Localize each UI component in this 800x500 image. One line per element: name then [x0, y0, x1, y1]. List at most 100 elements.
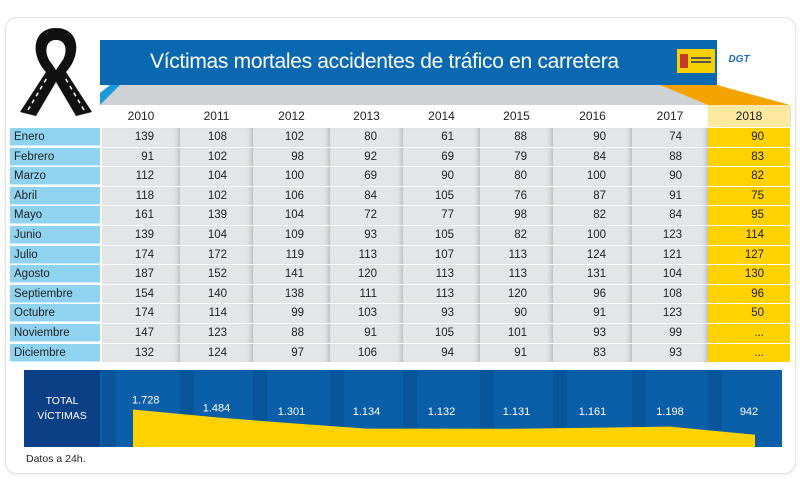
table-cell: 109: [253, 226, 330, 246]
table-cell: 113: [403, 284, 480, 305]
chart-title: Víctimas mortales accidentes de tráfico …: [150, 50, 619, 73]
table-cell: 84: [553, 147, 632, 168]
table-cell: 80: [330, 128, 403, 148]
table-cell: 152: [180, 265, 253, 285]
row-label: Marzo: [10, 167, 100, 186]
title-banner: Víctimas mortales accidentes de tráfico …: [100, 40, 717, 85]
table-cell: 91: [553, 304, 632, 324]
table-cell: 90: [632, 167, 708, 187]
table-cell: 77: [403, 206, 480, 226]
column-shadow: [403, 370, 417, 447]
header-slope: [100, 85, 790, 105]
table-cell: 138: [253, 284, 330, 305]
column-header: 2012: [253, 105, 331, 127]
total-value-label: 1.728: [132, 395, 160, 407]
table-cell: 83: [553, 343, 632, 364]
table-cell: 102: [253, 128, 330, 148]
totals-label-line1: TOTAL: [45, 394, 79, 407]
table-cell: 76: [480, 186, 553, 207]
table-cell: ...: [708, 324, 790, 344]
table-cell: 120: [480, 284, 553, 305]
footnote: Datos a 24h.: [26, 453, 86, 465]
table-cell: ...: [708, 343, 790, 364]
table-cell: 107: [403, 245, 480, 266]
row-label: Agosto: [10, 265, 100, 284]
row-label: Noviembre: [10, 324, 100, 342]
row-label: Septiembre: [10, 284, 100, 303]
table-cell: 91: [480, 343, 553, 364]
table-cell: 105: [403, 186, 480, 207]
table-cell: 113: [403, 265, 480, 285]
table-cell: 106: [253, 186, 330, 207]
table-cell: 154: [102, 284, 180, 305]
table-cell: 174: [102, 245, 180, 266]
column-header: 2017: [632, 105, 709, 127]
table-cell: 75: [708, 186, 790, 207]
table-cell: 114: [708, 226, 790, 246]
table-cell: 174: [102, 304, 180, 324]
total-value-label: 1.161: [579, 406, 607, 418]
table-cell: 82: [553, 206, 632, 226]
column-header: 2010: [102, 105, 181, 127]
table-cell: 91: [330, 324, 403, 344]
table-cell: 100: [253, 167, 330, 187]
table-cell: 50: [708, 304, 790, 324]
table-cell: 88: [480, 128, 553, 148]
row-label: Diciembre: [10, 343, 100, 362]
table-cell: 90: [708, 128, 790, 148]
row-label: Julio: [10, 245, 100, 264]
table-cell: 124: [180, 343, 253, 364]
column-header: 2014: [403, 105, 481, 127]
table-cell: 79: [480, 147, 553, 168]
table-cell: 108: [180, 128, 253, 148]
column-header: 2018: [708, 105, 791, 127]
table-cell: 105: [403, 226, 480, 246]
table-cell: 61: [403, 128, 480, 148]
table-cell: 93: [403, 304, 480, 324]
table-cell: 88: [253, 324, 330, 344]
table-cell: 131: [553, 265, 632, 285]
total-value-label: 1.198: [656, 406, 684, 418]
table-cell: 161: [102, 206, 180, 226]
table-cell: 91: [632, 186, 708, 207]
totals-area: [133, 409, 755, 447]
table-cell: 105: [403, 324, 480, 344]
table-cell: 112: [102, 167, 180, 187]
table-cell: 120: [330, 265, 403, 285]
table-cell: 82: [708, 167, 790, 187]
table-cell: 101: [480, 324, 553, 344]
table-cell: 140: [180, 284, 253, 305]
table-cell: 90: [480, 304, 553, 324]
table-cell: 104: [180, 167, 253, 187]
row-label: Enero: [10, 128, 100, 146]
column-header: 2015: [480, 105, 554, 127]
row-label: Octubre: [10, 304, 100, 323]
column-shadow: [480, 370, 494, 447]
row-label: Mayo: [10, 206, 100, 225]
table-cell: 113: [480, 265, 553, 285]
row-label: Junio: [10, 226, 100, 244]
table-cell: 102: [180, 186, 253, 207]
table-cell: 100: [553, 226, 632, 246]
total-value-label: 942: [740, 406, 758, 418]
dgt-logo: DGT: [719, 47, 759, 75]
table-cell: 127: [708, 245, 790, 266]
totals-label-line2: VÍCTIMAS: [37, 409, 87, 422]
table-cell: 91: [102, 147, 180, 168]
table-cell: 124: [553, 245, 632, 266]
total-value-label: 1.131: [503, 406, 531, 418]
table-cell: 121: [632, 245, 708, 266]
table-cell: 130: [708, 265, 790, 285]
table-cell: 147: [102, 324, 180, 344]
column-header: 2016: [553, 105, 633, 127]
table-cell: 93: [330, 226, 403, 246]
table-cell: 98: [480, 206, 553, 226]
government-logo: [677, 49, 715, 73]
table-cell: 141: [253, 265, 330, 285]
mourning-ribbon-icon: [20, 28, 92, 116]
table-cell: 139: [102, 226, 180, 246]
table-cell: 104: [180, 226, 253, 246]
table-cell: 74: [632, 128, 708, 148]
table-cell: 93: [553, 324, 632, 344]
table-cell: 187: [102, 265, 180, 285]
